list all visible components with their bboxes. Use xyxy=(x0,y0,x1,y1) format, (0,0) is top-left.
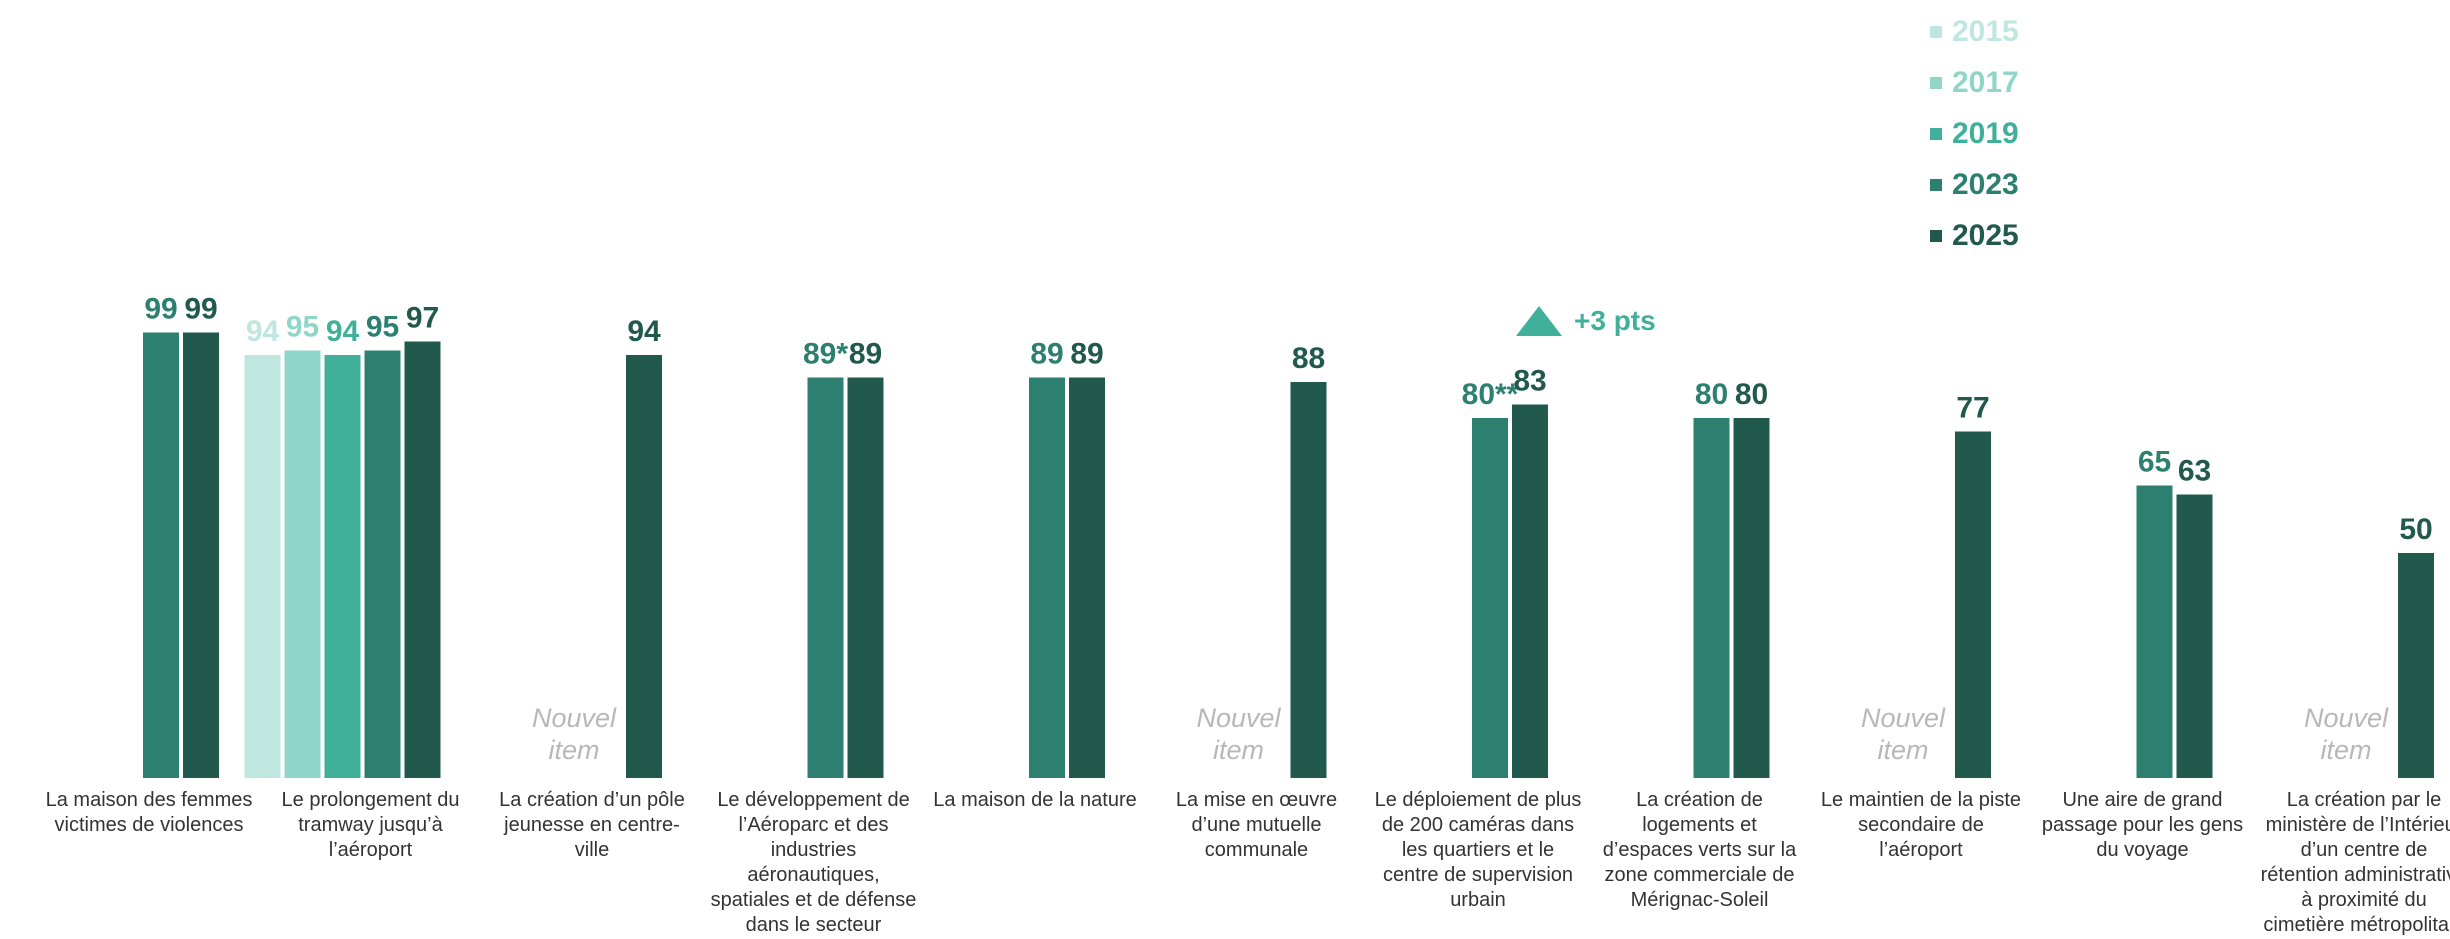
category-label: Le développement de l’Aéroparc et des indu… xyxy=(711,789,917,936)
data-label: 63 xyxy=(2178,455,2211,488)
data-label: 89 xyxy=(1070,338,1103,371)
category-label: Une aire de grand passage pour les gens du… xyxy=(2042,789,2243,861)
bar-2023 xyxy=(143,332,179,778)
data-label: 95 xyxy=(366,311,399,344)
legend-label: 2023 xyxy=(1952,167,2019,201)
legend-swatch xyxy=(1930,178,1942,191)
category-label: La maison des femmes victimes de violence… xyxy=(46,789,253,836)
legend-swatch xyxy=(1930,127,1942,140)
legend-item: 2023 xyxy=(1930,159,2019,210)
bar-group: 89 89 La maison de la nature xyxy=(933,338,1136,812)
bar-group: 88 Nouvel item La mise en œuvre d’une mutuel… xyxy=(1176,342,1337,861)
bar-2025 xyxy=(1290,382,1327,778)
bar-2023 xyxy=(364,350,401,778)
bar-group: 65 63 Une aire de grand passage pour les ge… xyxy=(2042,446,2243,862)
category-label: Le maintien de la piste secondaire de l’aé… xyxy=(1821,789,2021,861)
bar-2015 xyxy=(244,355,281,778)
triangle-up-icon xyxy=(1516,306,1562,336)
data-label: 94 xyxy=(627,315,661,348)
legend-label: 2015 xyxy=(1952,14,2019,48)
data-label: 89 xyxy=(1030,338,1063,371)
bar-2023 xyxy=(1472,418,1508,778)
data-label: 94 xyxy=(326,315,360,348)
bar-2025 xyxy=(847,377,884,778)
category-label: La maison de la nature xyxy=(933,789,1136,811)
data-label: 50 xyxy=(2399,513,2432,546)
data-label: 65 xyxy=(2138,446,2171,479)
data-label: 80 xyxy=(1695,378,1728,411)
legend-label: 2017 xyxy=(1952,65,2019,99)
bar-group: 80 80 La création de logements et d’espaces … xyxy=(1603,378,1797,911)
bar-2025 xyxy=(2176,494,2213,778)
data-label: 94 xyxy=(246,315,280,348)
data-label: 83 xyxy=(1513,365,1546,398)
data-label: 99 xyxy=(184,293,217,326)
new-item-label: Nouvel item xyxy=(1196,703,1281,765)
annotation-text: +3 pts xyxy=(1574,305,1656,336)
new-item-label: Nouvel item xyxy=(532,703,617,765)
bar-2025 xyxy=(183,332,219,778)
bar-2017 xyxy=(284,350,321,778)
bar-2025 xyxy=(2398,553,2434,778)
bar-2025 xyxy=(404,341,441,778)
bar-2025 xyxy=(626,355,662,778)
data-label: 89 xyxy=(849,338,882,371)
new-item-label: Nouvel item xyxy=(1861,703,1946,765)
data-label: 89* xyxy=(803,338,848,371)
category-label: Le déploiement de plus de 200 caméras dan… xyxy=(1375,789,1582,911)
bar-2025 xyxy=(1733,418,1770,778)
legend-item: 2019 xyxy=(1930,108,2019,159)
legend-item: 2025 xyxy=(1930,210,2019,261)
bar-2023 xyxy=(807,377,844,778)
bar-2025 xyxy=(1512,404,1548,778)
bar-2023 xyxy=(1693,418,1730,778)
legend-item: 2017 xyxy=(1930,57,2019,108)
new-item-label: Nouvel item xyxy=(2304,703,2389,765)
legend-swatch xyxy=(1930,229,1942,242)
bar-group: 89* 89 Le développement de l’Aéroparc et de… xyxy=(711,338,917,937)
bar-2023 xyxy=(2136,485,2173,778)
legend-label: 2025 xyxy=(1952,218,2019,252)
category-label: La création par le ministère de l’Intérie… xyxy=(2261,789,2450,936)
category-label: La mise en œuvre d’une mutuelle communale xyxy=(1176,789,1337,861)
category-label: La création d’un pôle jeunesse en centre-… xyxy=(499,789,685,861)
data-label: 99 xyxy=(144,293,177,326)
bar-group: 80**83 Le déploiement de plus de 200 camér… xyxy=(1375,365,1582,912)
bar-2025 xyxy=(1069,377,1105,778)
data-label: 95 xyxy=(286,311,319,344)
bar-2023 xyxy=(1029,377,1065,778)
category-label: La création de logements et d’espaces vert… xyxy=(1603,789,1797,911)
legend-label: 2019 xyxy=(1952,116,2019,150)
legend-swatch xyxy=(1930,25,1942,38)
chart-legend: 2015 2017 2019 2023 2025 xyxy=(1930,6,2019,261)
bar-group: 77 Nouvel item Le maintien de la piste secon… xyxy=(1821,392,2021,862)
data-label: 88 xyxy=(1292,342,1325,375)
bar-2025 xyxy=(1955,431,1991,778)
bar-group: 50 Nouvel item La création par le ministère … xyxy=(2261,513,2450,936)
data-label: 97 xyxy=(406,302,439,335)
change-annotation: +3 pts xyxy=(1516,305,1656,337)
legend-item: 2015 xyxy=(1930,6,2019,57)
data-label: 80** xyxy=(1462,378,1519,411)
bar-group: 99 99 La maison des femmes victimes de viol… xyxy=(46,293,253,837)
data-label: 77 xyxy=(1956,392,1989,425)
bar-2019 xyxy=(324,355,361,778)
category-label: Le prolongement du tramway jusqu’à l’aérop… xyxy=(282,789,460,861)
data-label: 80 xyxy=(1735,378,1768,411)
legend-swatch xyxy=(1930,76,1942,89)
bar-group: 94 Nouvel item La création d’un pôle jeuness… xyxy=(499,315,685,861)
